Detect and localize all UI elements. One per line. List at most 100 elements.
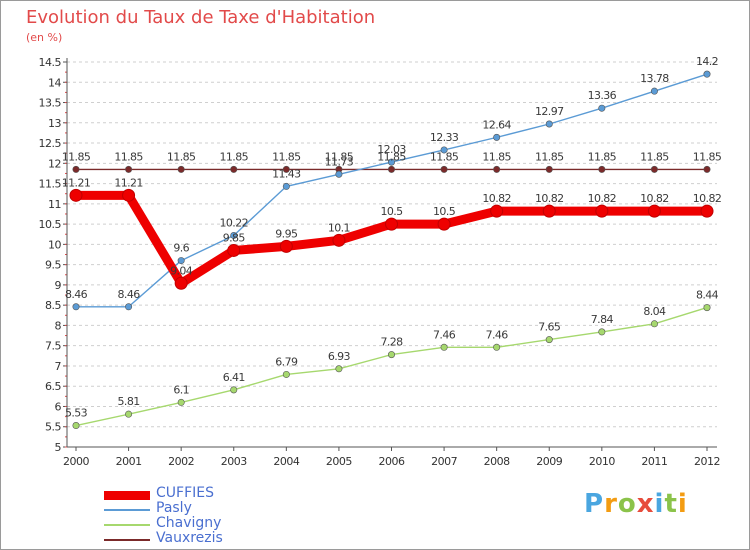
data-point <box>542 204 556 218</box>
logo-letter: i <box>677 489 688 519</box>
y-tick-label: 14.5 <box>39 56 62 69</box>
data-label: 11.85 <box>640 150 669 163</box>
data-point <box>125 303 133 311</box>
data-label: 8.44 <box>696 289 719 302</box>
y-tick-label: 7.5 <box>45 340 61 353</box>
y-tick-label: 10.5 <box>39 218 62 231</box>
data-label: 11.85 <box>377 150 406 163</box>
data-point <box>335 365 343 373</box>
data-point <box>650 165 658 173</box>
data-label: 14.2 <box>696 55 718 68</box>
data-label: 11.85 <box>114 150 143 163</box>
data-label: 12.64 <box>482 118 511 131</box>
data-point <box>650 320 658 328</box>
legend-label: CUFFIES <box>156 485 214 501</box>
data-point <box>545 165 553 173</box>
data-label: 11.85 <box>430 150 459 163</box>
data-label: 5.81 <box>118 395 140 408</box>
data-label: 11.85 <box>272 150 301 163</box>
y-tick-label: 7 <box>55 360 62 373</box>
data-label: 8.46 <box>118 288 141 301</box>
y-tick-label: 8 <box>55 319 62 332</box>
data-point <box>440 343 448 351</box>
data-point <box>700 204 714 218</box>
data-point <box>122 188 136 202</box>
data-label: 6.79 <box>275 355 298 368</box>
data-point <box>440 146 448 154</box>
y-tick-label: 13.5 <box>39 97 62 110</box>
legend-label: Pasly <box>156 500 192 516</box>
data-point <box>69 188 83 202</box>
x-tick-label: 2000 <box>63 455 89 468</box>
data-point <box>387 351 395 359</box>
data-point <box>490 204 504 218</box>
data-point <box>72 303 80 311</box>
data-point <box>177 257 185 265</box>
y-tick-label: 5 <box>55 441 62 454</box>
x-tick-label: 2009 <box>536 455 562 468</box>
data-label: 9.85 <box>223 231 246 244</box>
y-tick-label: 11 <box>48 198 61 211</box>
data-point <box>227 243 241 257</box>
logo-letter: x <box>636 489 655 519</box>
data-label: 11.21 <box>62 176 91 189</box>
data-point <box>72 165 80 173</box>
data-label: 11.85 <box>482 150 511 163</box>
data-point <box>387 165 395 173</box>
x-tick-label: 2006 <box>379 455 405 468</box>
data-label: 10.5 <box>380 205 403 218</box>
data-label: 10.82 <box>535 192 564 205</box>
data-point <box>385 217 398 231</box>
logo-letter: P <box>584 489 605 519</box>
data-point <box>598 328 606 336</box>
data-point <box>545 336 553 344</box>
data-point <box>72 422 80 430</box>
data-label: 11.85 <box>588 150 617 163</box>
y-tick-label: 5.5 <box>45 421 61 434</box>
legend-swatch <box>104 524 150 526</box>
y-tick-label: 8.5 <box>45 299 61 312</box>
data-label: 10.82 <box>482 192 511 205</box>
data-label: 11.85 <box>325 150 354 163</box>
data-point <box>598 104 606 112</box>
data-point <box>545 120 553 128</box>
data-label: 10.82 <box>693 192 722 205</box>
x-tick-label: 2001 <box>116 455 142 468</box>
legend-label: Vauxrezis <box>156 530 223 546</box>
data-label: 7.46 <box>486 328 509 341</box>
data-label: 10.5 <box>433 205 456 218</box>
data-label: 12.33 <box>430 131 459 144</box>
legend-swatch <box>104 490 150 500</box>
x-tick-label: 2003 <box>221 455 247 468</box>
data-label: 11.73 <box>325 155 354 168</box>
data-point <box>595 204 609 218</box>
data-point <box>125 165 133 173</box>
data-label: 11.21 <box>114 176 143 189</box>
data-point <box>493 133 501 141</box>
data-label: 10.1 <box>328 221 350 234</box>
data-point <box>703 304 711 312</box>
legend-swatch <box>104 539 150 541</box>
data-point <box>230 231 238 239</box>
data-point <box>332 233 346 247</box>
y-tick-label: 9.5 <box>45 259 61 272</box>
data-label: 8.46 <box>65 288 88 301</box>
logo-letter: i <box>654 489 665 519</box>
data-label: 12.03 <box>377 143 406 156</box>
data-point <box>650 87 658 95</box>
data-point <box>282 165 290 173</box>
data-point <box>230 386 238 394</box>
y-tick-label: 6.5 <box>45 380 61 393</box>
y-tick-label: 12.5 <box>39 137 62 150</box>
data-label: 7.46 <box>433 328 456 341</box>
x-tick-label: 2007 <box>431 455 457 468</box>
x-tick-label: 2008 <box>484 455 510 468</box>
data-point <box>282 182 290 190</box>
logo-letter: t <box>664 489 678 519</box>
data-point <box>174 276 188 290</box>
data-point <box>230 165 238 173</box>
data-label: 8.04 <box>643 305 666 318</box>
data-point <box>493 343 501 351</box>
chart-title: Evolution du Taux de Taxe d'Habitation <box>26 7 376 28</box>
